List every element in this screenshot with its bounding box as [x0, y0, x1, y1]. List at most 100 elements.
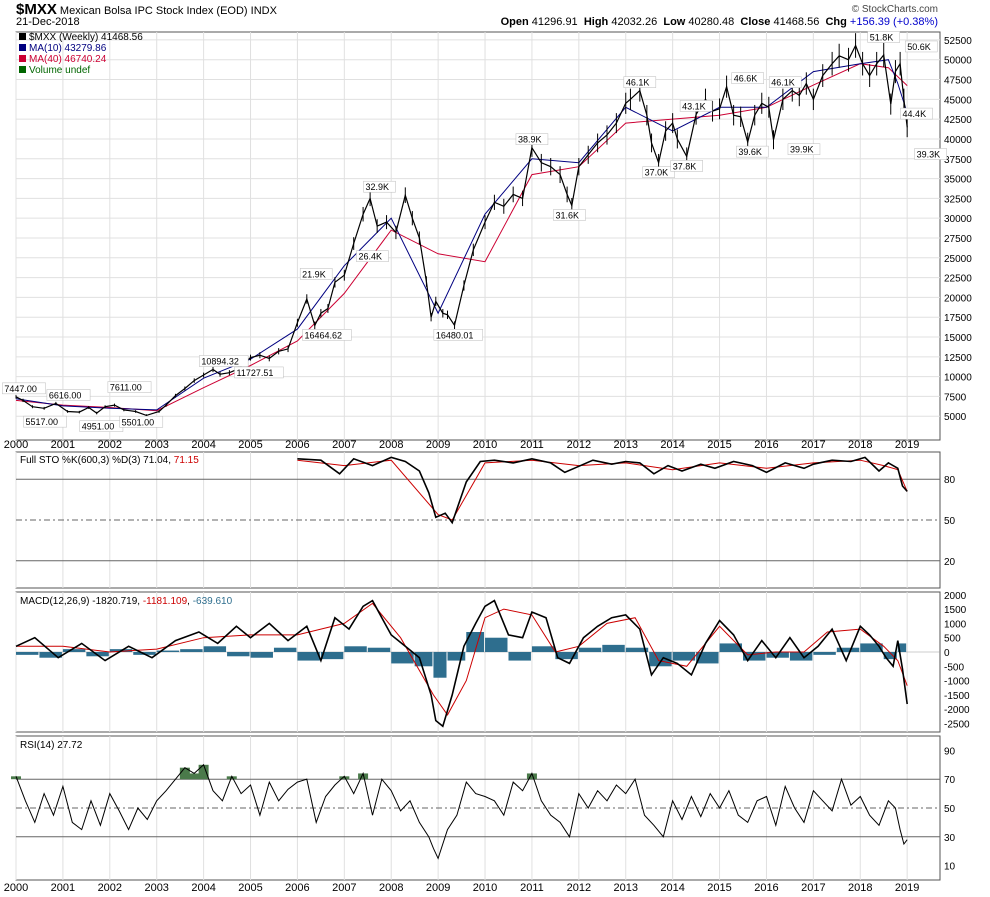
ohlc-readout: Open 41296.91 High 42032.26 Low 40280.48… [501, 16, 938, 28]
macd-histogram-bar [897, 643, 907, 652]
macd-histogram-bar [203, 646, 227, 652]
x-tick-label: 2015 [707, 882, 731, 894]
price-annotation-box [46, 389, 91, 401]
macd-histogram-bar [719, 643, 743, 652]
x-tick-label: 2000 [4, 882, 28, 894]
price-annotation-box [515, 133, 549, 145]
legend-entry: MA(10) 43279.86 [29, 43, 107, 54]
price-annotation-box [670, 160, 703, 172]
price-annotation: 7447.00 [4, 384, 37, 394]
price-annotation-box [356, 250, 389, 262]
macd-histogram-bar [250, 652, 273, 658]
chg-value: +156.39 (+0.38%) [849, 16, 938, 28]
legend-swatch [19, 66, 26, 73]
open-value: 41296.91 [531, 16, 578, 28]
rsi-overbought-fill [526, 773, 537, 780]
close-value: 41468.56 [773, 16, 820, 28]
macd-histogram-bar [602, 644, 625, 652]
price-y-tick-label: 20000 [944, 293, 972, 304]
macd-histogram-bar [180, 649, 203, 652]
x-tick-label: 2019 [895, 439, 919, 451]
macd-histogram-bar [813, 652, 836, 655]
price-y-tick-label: 35000 [944, 175, 972, 186]
price-annotation: 50.6K [907, 42, 931, 52]
macd-y-tick-label: 1000 [944, 619, 967, 630]
rsi-title: RSI(14) 27.72 [20, 740, 83, 751]
price-annotation-box [679, 100, 713, 112]
watermark: © StockCharts.com [851, 4, 938, 15]
sto-y-tick-label: 50 [944, 516, 956, 527]
sto-k-line [297, 456, 908, 525]
price-annotation: 6616.00 [49, 390, 82, 400]
price-y-tick-label: 45000 [944, 95, 972, 106]
price-annotation-box [553, 209, 586, 221]
macd-y-tick-label: -500 [944, 662, 964, 673]
macd-histogram-bar [447, 652, 466, 661]
macd-histogram-bar [883, 652, 897, 660]
legend-entry: $MXX (Weekly) 41468.56 [29, 32, 143, 43]
x-tick-label: 2010 [473, 882, 497, 894]
macd-histogram-bar [789, 652, 813, 661]
x-tick-label: 2012 [567, 439, 591, 451]
price-annotation-box [768, 76, 802, 88]
rsi-y-tick-label: 70 [944, 775, 956, 786]
macd-histogram-bar [16, 652, 39, 655]
sto-title: Full STO %K(600,3) %D(3) 71.04, 71.15 [20, 455, 199, 466]
x-tick-label: 2014 [660, 439, 684, 451]
rsi-overbought-fill [198, 764, 209, 780]
price-annotation-box [900, 107, 933, 120]
x-tick-label: 2018 [848, 439, 872, 451]
x-tick-label: 2004 [191, 882, 215, 894]
open-label: Open [500, 16, 529, 28]
macd-histogram-bar [367, 647, 391, 652]
price-annotation-box [199, 355, 249, 367]
x-tick-label: 2006 [285, 882, 309, 894]
price-annotation-box [234, 366, 284, 379]
macd-histogram-bar [62, 649, 86, 652]
legend-entry: MA(40) 46740.24 [29, 54, 107, 65]
price-annotation-box [302, 329, 352, 341]
macd-histogram-bar [273, 647, 297, 652]
macd-title: MACD(12,26,9) -1820.719, -1181.109, -639… [20, 596, 233, 607]
sto-y-tick-label: 80 [944, 475, 956, 486]
price-y-tick-label: 12500 [944, 353, 972, 364]
symbol: $MXX [16, 1, 57, 18]
price-y-tick-label: 17500 [944, 313, 972, 324]
price-annotation: 46.1K [771, 78, 795, 88]
low-label: Low [663, 16, 686, 28]
macd-y-tick-label: 1500 [944, 605, 967, 616]
price-annotation: 11727.51 [237, 368, 274, 378]
macd-histogram-bar [320, 652, 344, 660]
panel-frame-macd [15, 591, 941, 733]
x-tick-label: 2013 [614, 882, 638, 894]
price-annotation: 5501.00 [122, 417, 155, 427]
price-annotation: 37.0K [645, 168, 669, 178]
price-annotation: 39.9K [790, 145, 814, 155]
macd-histogram-bar [485, 637, 508, 652]
macd-histogram-bar [649, 652, 672, 667]
sto-title-k: Full STO %K(600,3) %D(3) 71.04, [20, 455, 174, 466]
price-annotation-box [363, 180, 396, 193]
chart-date: 21-Dec-2018 [16, 16, 80, 28]
macd-histogram-bar [696, 652, 719, 664]
price-annotation: 16480.01 [436, 330, 474, 340]
macd-signal-line [16, 602, 908, 716]
exchange: INDX [250, 5, 277, 17]
x-tick-label: 2017 [801, 439, 825, 451]
price-annotation-box [731, 72, 764, 84]
rsi-y-tick-label: 90 [944, 746, 956, 757]
macd-histogram-bar [39, 652, 62, 658]
x-tick-label: 2011 [520, 882, 544, 894]
macd-histogram-bar [836, 647, 860, 652]
price-annotation-box [867, 31, 900, 43]
price-annotation: 43.1K [682, 101, 706, 111]
x-tick-label: 2009 [426, 882, 450, 894]
price-annotation: 46.1K [626, 78, 650, 88]
high-value: 42032.26 [611, 16, 658, 28]
macd-histogram-bar [391, 652, 414, 664]
price-annotation: 16464.62 [305, 330, 343, 340]
price-y-tick-label: 22500 [944, 274, 972, 285]
x-tick-label: 2005 [238, 439, 262, 451]
macd-histogram-bar [555, 652, 578, 660]
